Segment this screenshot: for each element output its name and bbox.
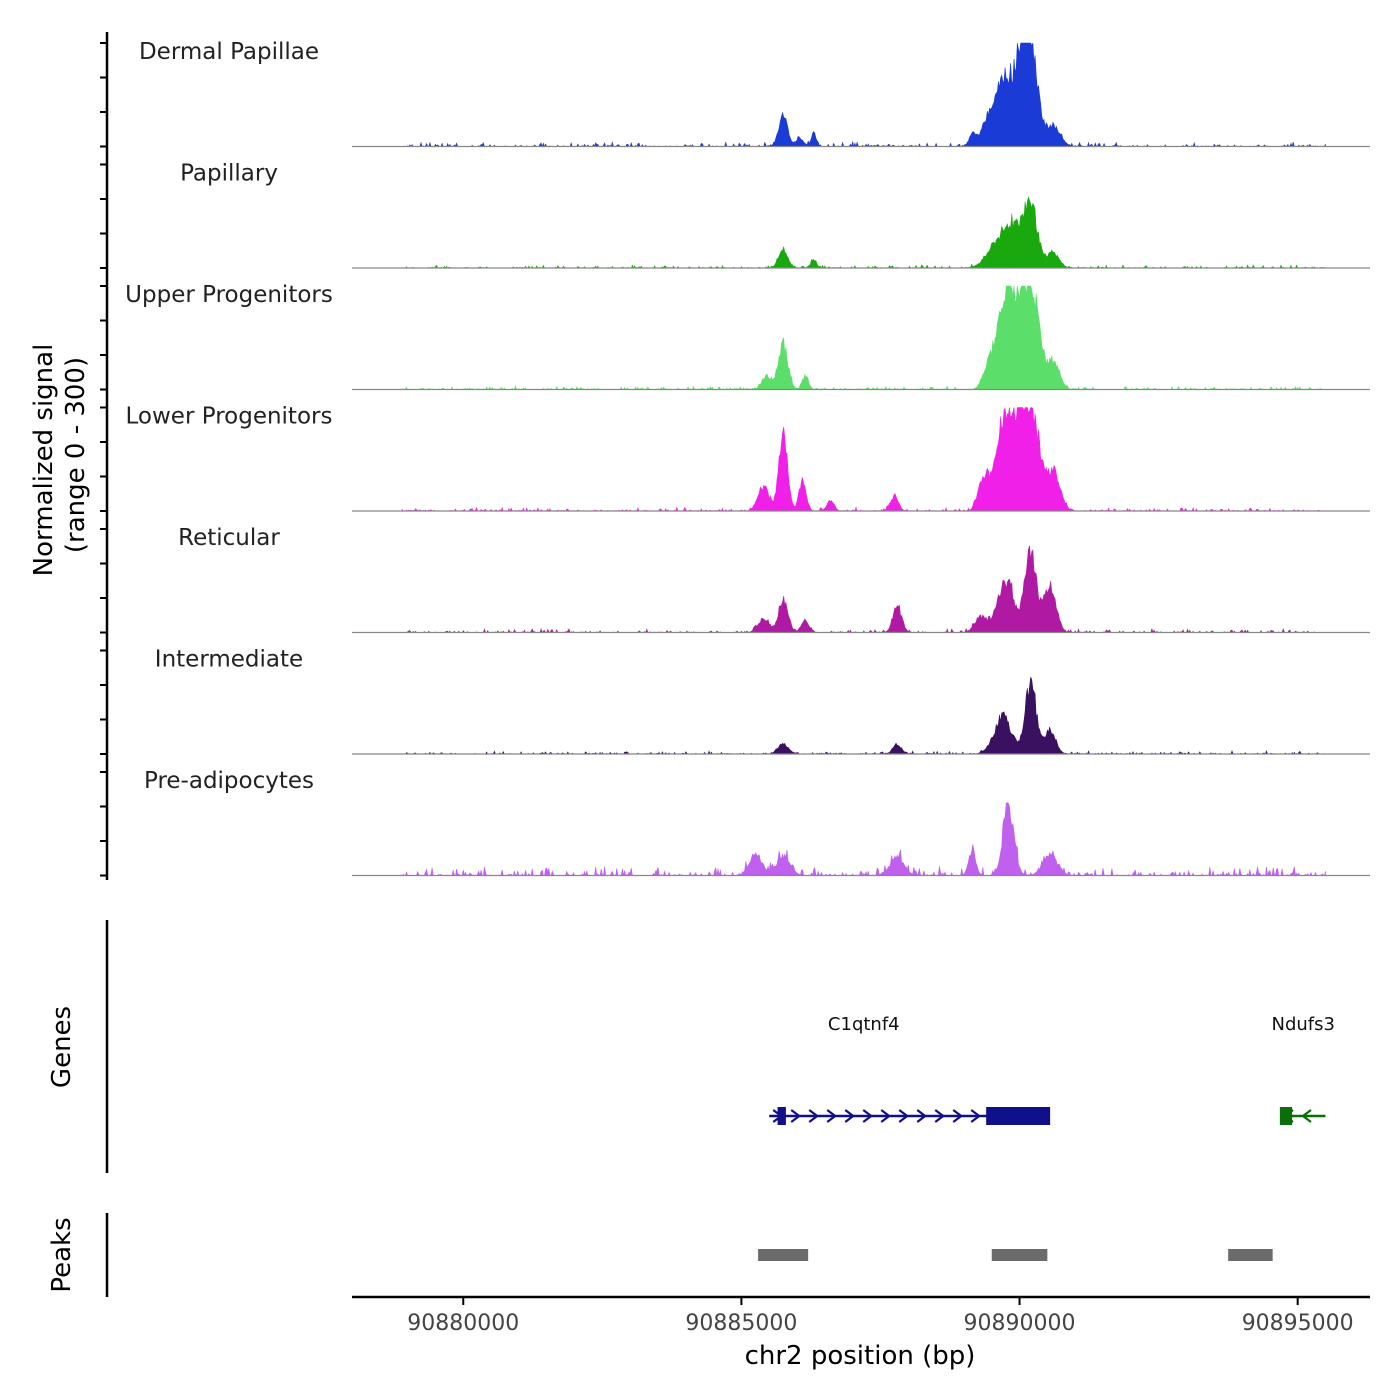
track-label: Dermal Papillae	[139, 39, 319, 65]
track-papillary: Papillary	[180, 161, 1370, 269]
track-label: Upper Progenitors	[125, 282, 333, 308]
track-label: Intermediate	[155, 647, 303, 673]
track-lower-progenitors: Lower Progenitors	[126, 404, 1370, 512]
genes-panel: Genes C1qtnf4 Ndufs3	[47, 920, 1335, 1173]
x-tick-label: 90895000	[1242, 1311, 1354, 1336]
gene-label: C1qtnf4	[828, 1014, 900, 1035]
x-tick-label: 90880000	[407, 1311, 519, 1336]
peaks-panel-label: Peaks	[47, 1217, 77, 1292]
strand-arrow	[844, 1109, 856, 1123]
coverage-area	[401, 285, 1326, 391]
track-label: Lower Progenitors	[126, 404, 333, 430]
track-reticular: Reticular	[178, 525, 1370, 634]
coverage-area	[401, 802, 1326, 877]
coverage-area	[402, 196, 1326, 269]
gene-exon	[1279, 1107, 1293, 1125]
strand-arrow	[826, 1109, 838, 1123]
gene-exon	[986, 1107, 1051, 1125]
strand-arrow	[1301, 1109, 1312, 1123]
track-pre-adipocytes: Pre-adipocytes	[144, 768, 1370, 877]
strand-arrow	[790, 1109, 802, 1123]
coverage-area	[401, 545, 1326, 634]
strand-arrow	[880, 1109, 892, 1123]
gene-label: Ndufs3	[1272, 1014, 1335, 1035]
gene-c1qtnf4: C1qtnf4	[769, 1014, 1051, 1125]
track-dermal-papillae: Dermal Papillae	[139, 39, 1370, 148]
strand-arrow	[916, 1109, 928, 1123]
strand-arrow	[934, 1109, 946, 1123]
x-axis-title: chr2 position (bp)	[745, 1341, 976, 1371]
strand-arrow	[952, 1109, 964, 1123]
peak-region	[1228, 1249, 1273, 1261]
track-upper-progenitors: Upper Progenitors	[125, 282, 1370, 391]
strand-arrow	[898, 1109, 910, 1123]
y-axis-title-line1: Normalized signal	[29, 344, 59, 577]
gene-ndufs3: Ndufs3	[1272, 1014, 1335, 1125]
x-axis: 90880000 90885000 90890000 90895000	[352, 1295, 1370, 1336]
peak-region	[991, 1249, 1048, 1261]
track-label: Papillary	[180, 161, 278, 187]
track-label: Pre-adipocytes	[144, 768, 314, 794]
peak-region	[758, 1249, 809, 1261]
peaks-panel: Peaks	[47, 1213, 1273, 1297]
coverage-area	[401, 676, 1326, 755]
gene-exon	[777, 1107, 786, 1125]
x-tick-label: 90890000	[964, 1311, 1076, 1336]
track-label: Reticular	[178, 525, 280, 551]
track-intermediate: Intermediate	[155, 647, 1370, 755]
strand-arrow	[808, 1109, 820, 1123]
coverage-tracks: Dermal Papillae Papillary Upper Progenitor…	[125, 39, 1370, 877]
signal-y-axis	[100, 32, 109, 880]
genes-panel-label: Genes	[47, 1006, 77, 1088]
strand-arrow	[862, 1109, 874, 1123]
x-tick-label: 90885000	[685, 1311, 797, 1336]
y-axis-title: Normalized signal (range 0 - 300)	[29, 344, 91, 577]
y-axis-title-line2: (range 0 - 300)	[61, 357, 91, 553]
strand-arrow	[970, 1109, 982, 1123]
coverage-area	[402, 42, 1326, 148]
coverage-area	[401, 407, 1326, 512]
